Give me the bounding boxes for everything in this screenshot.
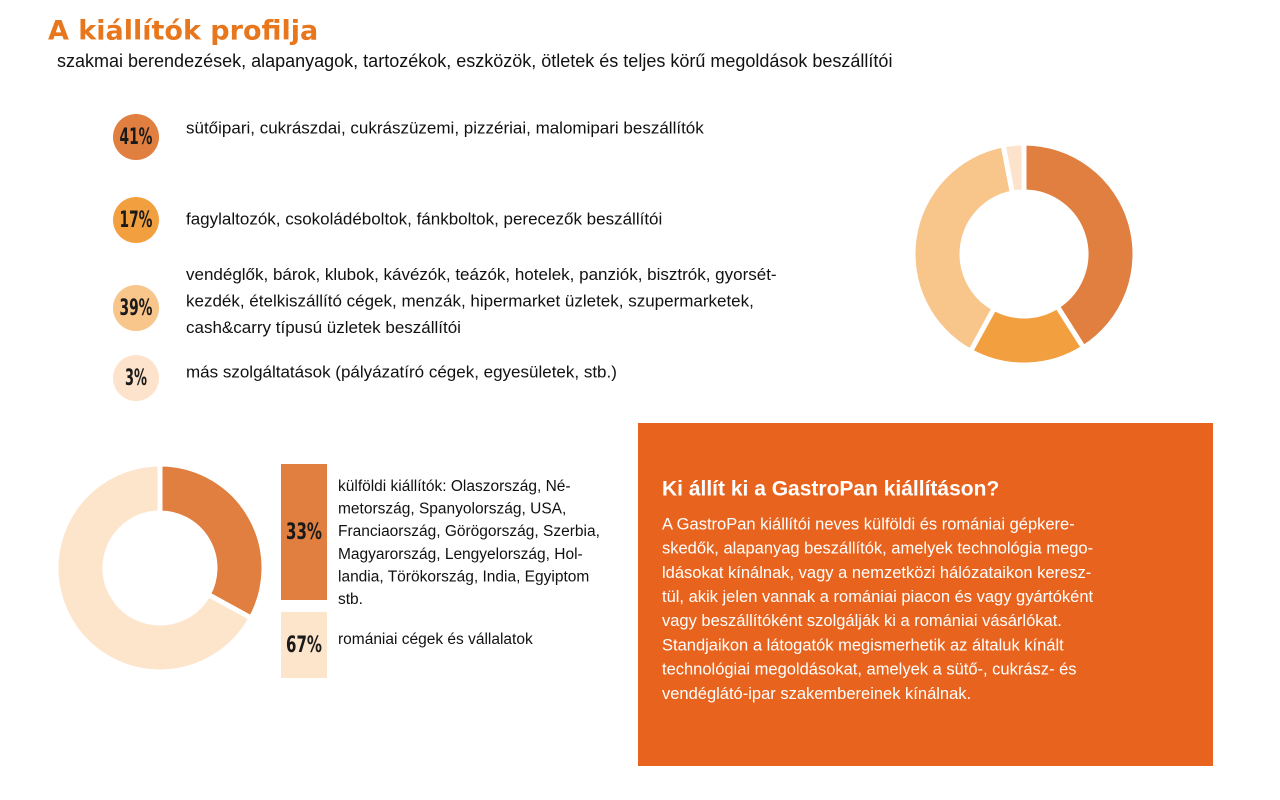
legend-marker xyxy=(113,114,159,160)
category-label: vendéglők, bárok, klubok, kávézók, teázó… xyxy=(186,265,777,337)
pie-slice xyxy=(53,461,255,675)
pie-slice xyxy=(1021,140,1138,352)
category-label: fagylaltozók, csokoládéboltok, fánkbolto… xyxy=(186,209,662,228)
page-title: A kiállítók profilja xyxy=(48,16,318,47)
info-box-line: Standjaikon a látogatók megismerhetik az… xyxy=(662,636,1064,654)
info-box-title: Ki állít ki a GastroPan kiállításon? xyxy=(662,478,999,501)
category-label: sütőipari, cukrászdai, cukrászüzemi, piz… xyxy=(186,118,704,137)
info-box-line: vendéglátó-ipar szakembereinek kínálnak. xyxy=(662,685,971,703)
category-label: más szolgáltatások (pályázatíró cégek, e… xyxy=(186,362,617,381)
info-box-line: skedők, alapanyag beszállítók, amelyek t… xyxy=(662,540,1093,558)
info-box-line: vagy beszállítóként szolgálják ki a romá… xyxy=(662,612,1062,630)
info-box-line: A GastroPan kiállítói neves külföldi és … xyxy=(662,515,1075,533)
page-subtitle: szakmai berendezések, alapanyagok, tarto… xyxy=(57,51,892,71)
pie-slice xyxy=(1000,140,1027,197)
legend-marker xyxy=(113,355,159,401)
legend-marker xyxy=(113,285,159,331)
info-box-line: technológiai megoldásokat, amelyek a süt… xyxy=(662,661,1077,679)
value-label: 33% xyxy=(286,520,322,545)
value-label: 39% xyxy=(120,296,153,321)
value-label: 41% xyxy=(120,125,153,150)
pie-slice xyxy=(157,461,267,622)
legend-marker xyxy=(281,464,327,600)
category-label: külföldi kiállítók: Olaszország, Né-meto… xyxy=(338,478,600,608)
info-box-line: ldásokat kínálnak, vagy a nemzetközi hál… xyxy=(662,564,1091,582)
pie-slice xyxy=(910,142,1016,355)
value-label: 67% xyxy=(286,633,322,658)
info-box-line: tül, akik jelen vannak a romániai piacon… xyxy=(662,588,1093,606)
value-label: 17% xyxy=(120,208,153,233)
value-label: 3% xyxy=(125,366,147,391)
category-label: romániai cégek és vállalatok xyxy=(338,631,533,648)
info-box xyxy=(638,423,1213,766)
legend-marker xyxy=(281,612,327,678)
legend-marker xyxy=(113,197,159,243)
